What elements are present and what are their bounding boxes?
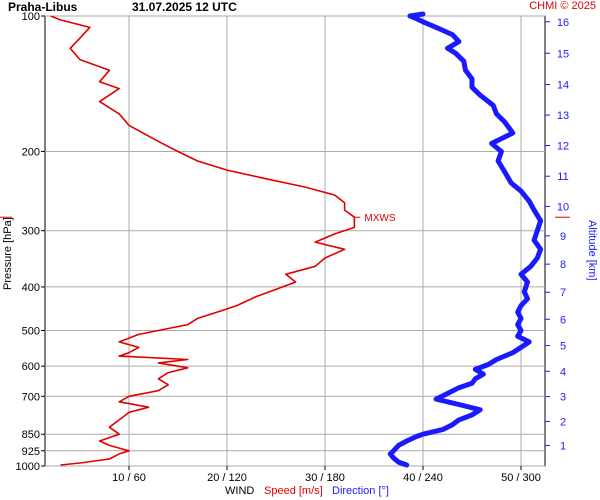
pressure-tick-label: 700 <box>22 391 40 403</box>
altitude-tick-label: 7 <box>560 287 566 299</box>
wind-tick-label: 20 / 120 <box>207 472 247 484</box>
altitude-tick-label: 4 <box>560 366 566 378</box>
altitude-tick-label: 8 <box>560 259 566 271</box>
altitude-tick-label: 12 <box>557 141 569 153</box>
pressure-tick-label: 600 <box>22 361 40 373</box>
wind-tick-label: 10 / 60 <box>112 472 146 484</box>
altitude-tick-label: 9 <box>560 231 566 243</box>
copyright-text: CHMI © 2025 <box>529 0 596 12</box>
pressure-tick-label: 1000 <box>16 461 40 473</box>
altitude-tick-label: 15 <box>557 48 569 60</box>
altitude-tick-label: 14 <box>557 80 569 92</box>
x-axis-label-speed: Speed [m/s] <box>264 485 323 497</box>
altitude-tick-label: 16 <box>557 17 569 29</box>
wind-tick-label: 30 / 180 <box>305 472 345 484</box>
station-title: Praha-Libus <box>8 0 78 14</box>
altitude-tick-label: 10 <box>557 201 569 213</box>
pressure-tick-label: 500 <box>22 326 40 338</box>
pressure-tick-label: 200 <box>22 146 40 158</box>
wind-tick-label: 40 / 240 <box>403 472 443 484</box>
mxws-label: MXWS <box>364 213 395 224</box>
pressure-tick-label: 100 <box>22 11 40 23</box>
pressure-tick-label: 925 <box>22 446 40 458</box>
pressure-tick-label: 850 <box>22 429 40 441</box>
x-axis-label-direction: Direction [°] <box>332 485 389 497</box>
altitude-tick-label: 1 <box>560 440 566 452</box>
pressure-tick-label: 400 <box>22 282 40 294</box>
altitude-tick-label: 6 <box>560 314 566 326</box>
wind-tick-label: 50 / 300 <box>501 472 541 484</box>
altitude-tick-label: 13 <box>557 110 569 122</box>
altitude-tick-label: 11 <box>557 171 568 183</box>
altitude-tick-label: 2 <box>560 416 566 428</box>
altitude-tick-label: 3 <box>560 392 566 404</box>
datetime-title: 31.07.2025 12 UTC <box>132 0 237 14</box>
direction-series-line <box>387 11 544 468</box>
pressure-tick-label: 300 <box>22 226 40 238</box>
speed-series-line <box>50 16 356 466</box>
x-axis-label-wind: WIND <box>225 485 255 497</box>
altitude-tick-label: 5 <box>560 341 566 353</box>
